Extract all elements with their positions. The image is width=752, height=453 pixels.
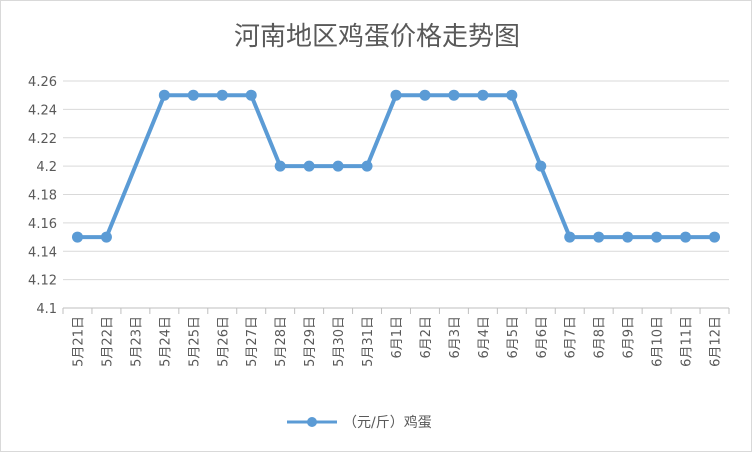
data-point — [71, 231, 83, 243]
data-point — [477, 89, 489, 101]
x-tick-label: 6月8日 — [593, 316, 608, 359]
data-point — [274, 160, 286, 172]
data-point — [448, 89, 460, 101]
x-tick-label: 5月28日 — [274, 316, 289, 367]
data-point — [187, 89, 199, 101]
y-tick-label: 4.24 — [28, 103, 57, 118]
x-tick-label: 5月25日 — [187, 316, 202, 367]
data-point — [535, 160, 547, 172]
x-tick-label: 5月29日 — [303, 316, 318, 367]
x-tick-label: 6月9日 — [622, 316, 637, 359]
x-tick-label: 5月26日 — [216, 316, 231, 367]
data-point — [303, 160, 315, 172]
x-tick-label: 6月5日 — [506, 316, 521, 359]
y-tick-label: 4.2 — [36, 160, 57, 175]
data-point — [332, 160, 344, 172]
data-point — [564, 231, 576, 243]
x-tick-label: 5月24日 — [158, 316, 173, 367]
data-point — [361, 160, 373, 172]
x-tick-label: 6月1日 — [390, 316, 405, 359]
data-point — [100, 231, 112, 243]
x-axis-ticks: 5月21日 5月22日 5月23日 5月24日 5月25日 5月26日 5月27日 5月28日… — [71, 316, 723, 367]
data-point — [158, 89, 170, 101]
data-point — [593, 231, 605, 243]
series-group — [71, 89, 721, 243]
legend: （元/斤）鸡蛋 — [287, 414, 432, 431]
x-tick-label: 6月3日 — [448, 316, 463, 359]
x-tick-label: 5月21日 — [71, 316, 86, 367]
data-point — [419, 89, 431, 101]
data-point — [709, 231, 721, 243]
legend-label: （元/斤）鸡蛋 — [343, 414, 432, 431]
x-tick-label: 6月12日 — [709, 316, 724, 367]
y-tick-label: 4.14 — [28, 245, 57, 260]
x-tick-label: 6月4日 — [477, 316, 492, 359]
data-point — [506, 89, 518, 101]
data-point — [245, 89, 257, 101]
y-tick-label: 4.26 — [28, 75, 57, 90]
series-line — [75, 93, 717, 240]
y-tick-label: 4.1 — [36, 302, 57, 317]
data-point — [390, 89, 402, 101]
y-tick-label: 4.18 — [28, 189, 57, 204]
y-tick-label: 4.16 — [28, 217, 57, 232]
x-tick-label: 6月10日 — [651, 316, 666, 367]
x-tick-label: 5月27日 — [245, 316, 260, 367]
data-point — [680, 231, 692, 243]
gridlines — [62, 80, 730, 314]
data-point — [622, 231, 634, 243]
chart-title: 河南地区鸡蛋价格走势图 — [234, 22, 520, 52]
x-tick-label: 5月31日 — [361, 316, 376, 367]
legend-dot-marker — [307, 417, 317, 427]
x-tick-label: 5月23日 — [129, 316, 144, 367]
x-tick-label: 5月22日 — [100, 316, 115, 367]
x-tick-label: 6月7日 — [564, 316, 579, 359]
y-tick-label: 4.12 — [28, 274, 57, 289]
data-point — [216, 89, 228, 101]
x-tick-label: 5月30日 — [332, 316, 347, 367]
data-point — [651, 231, 663, 243]
x-tick-label: 6月2日 — [419, 316, 434, 359]
x-tick-label: 6月6日 — [535, 316, 550, 359]
x-tick-label: 6月11日 — [680, 316, 695, 367]
y-axis-ticks: 4.1 4.12 4.14 4.16 4.18 4.2 4.22 4.24 4.26 — [28, 75, 57, 317]
y-tick-label: 4.22 — [28, 132, 57, 147]
